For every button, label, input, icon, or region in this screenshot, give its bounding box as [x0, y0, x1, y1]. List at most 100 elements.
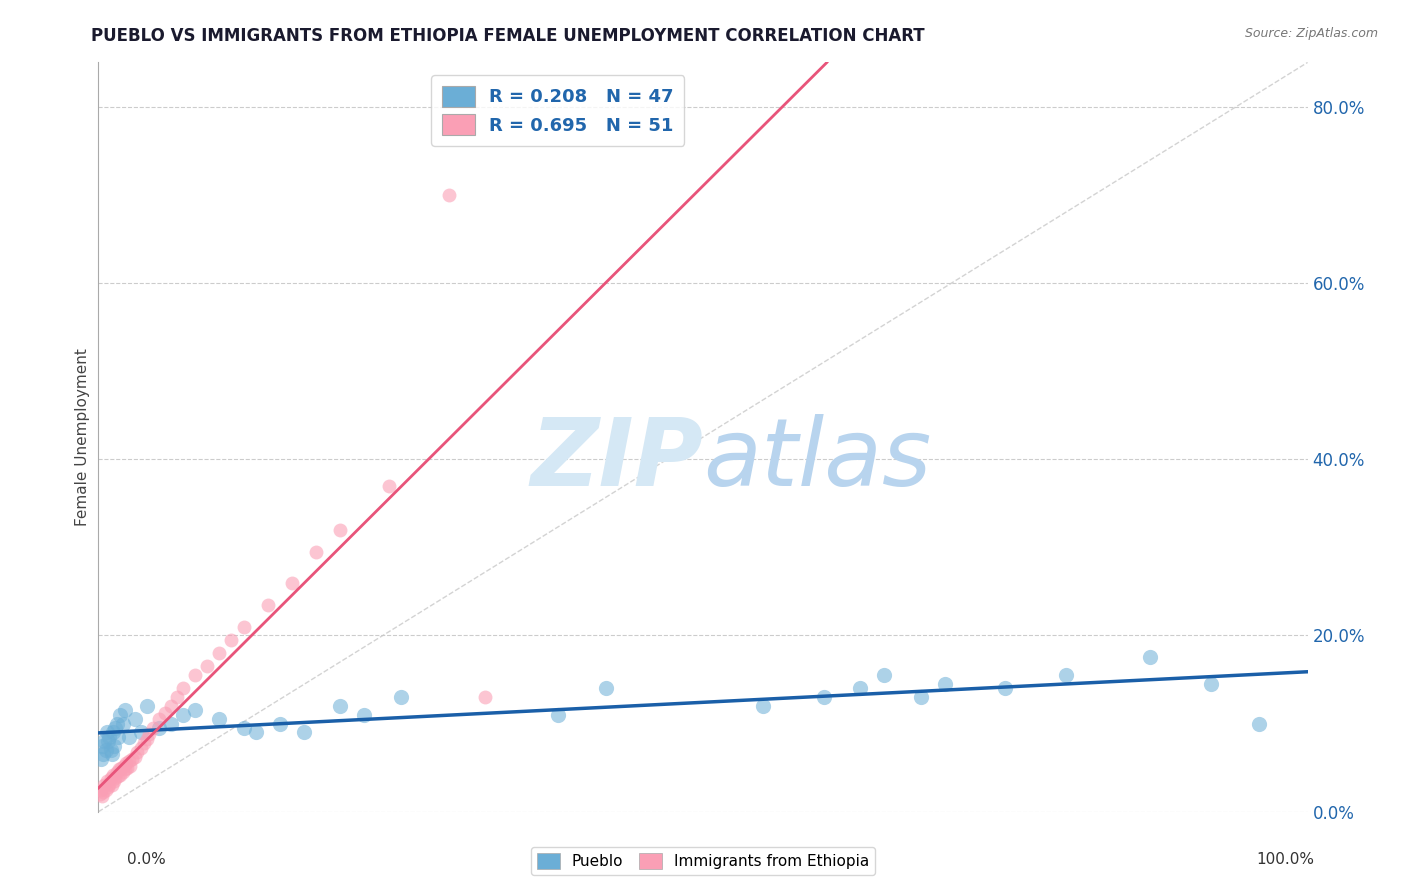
- Point: [98, 730, 121, 744]
- Point: [269, 716, 291, 731]
- Point: [100, 778, 122, 792]
- Point: [329, 523, 352, 537]
- Point: [115, 756, 138, 771]
- Point: [107, 730, 129, 744]
- Point: [208, 712, 231, 726]
- Point: [105, 765, 128, 780]
- Point: [97, 780, 120, 794]
- Point: [108, 767, 131, 781]
- Point: [813, 690, 835, 705]
- Point: [103, 739, 125, 753]
- Point: [91, 785, 114, 799]
- Legend: Pueblo, Immigrants from Ethiopia: Pueblo, Immigrants from Ethiopia: [530, 847, 876, 875]
- Point: [104, 721, 127, 735]
- Point: [114, 763, 136, 777]
- Point: [153, 706, 176, 720]
- Point: [114, 703, 136, 717]
- Point: [112, 759, 135, 773]
- Point: [89, 787, 111, 801]
- Point: [129, 741, 152, 756]
- Point: [160, 716, 183, 731]
- Point: [195, 659, 218, 673]
- Point: [208, 646, 231, 660]
- Point: [94, 743, 117, 757]
- Text: 100.0%: 100.0%: [1257, 852, 1315, 867]
- Point: [91, 747, 114, 762]
- Point: [934, 677, 956, 691]
- Point: [129, 725, 152, 739]
- Point: [1054, 668, 1077, 682]
- Point: [134, 736, 156, 750]
- Point: [101, 725, 124, 739]
- Point: [97, 734, 120, 748]
- Point: [93, 778, 115, 792]
- Point: [118, 730, 141, 744]
- Point: [752, 698, 775, 713]
- Point: [100, 747, 122, 762]
- Point: [118, 754, 141, 768]
- Point: [108, 707, 131, 722]
- Point: [595, 681, 617, 696]
- Point: [256, 598, 278, 612]
- Point: [474, 690, 496, 705]
- Point: [849, 681, 872, 696]
- Point: [437, 187, 460, 202]
- Point: [172, 707, 194, 722]
- Point: [172, 681, 194, 696]
- Point: [1249, 716, 1271, 731]
- Point: [90, 752, 112, 766]
- Point: [389, 690, 412, 705]
- Point: [124, 750, 146, 764]
- Point: [124, 712, 146, 726]
- Point: [135, 698, 157, 713]
- Text: atlas: atlas: [703, 414, 931, 505]
- Text: ZIP: ZIP: [530, 414, 703, 506]
- Point: [184, 668, 207, 682]
- Point: [135, 732, 157, 747]
- Point: [142, 721, 165, 735]
- Point: [245, 725, 267, 739]
- Point: [121, 752, 143, 766]
- Point: [148, 712, 170, 726]
- Point: [111, 716, 134, 731]
- Point: [1199, 677, 1222, 691]
- Point: [107, 769, 129, 783]
- Point: [292, 725, 315, 739]
- Point: [100, 743, 122, 757]
- Point: [90, 782, 112, 797]
- Point: [117, 761, 139, 775]
- Point: [104, 771, 127, 785]
- Text: 0.0%: 0.0%: [127, 852, 166, 867]
- Point: [281, 575, 304, 590]
- Point: [96, 725, 118, 739]
- Point: [118, 759, 141, 773]
- Point: [184, 703, 207, 717]
- Point: [873, 668, 896, 682]
- Point: [98, 776, 121, 790]
- Point: [232, 619, 254, 633]
- Point: [160, 698, 183, 713]
- Y-axis label: Female Unemployment: Female Unemployment: [75, 348, 90, 526]
- Point: [93, 734, 115, 748]
- Text: Source: ZipAtlas.com: Source: ZipAtlas.com: [1244, 27, 1378, 40]
- Point: [110, 761, 132, 775]
- Point: [127, 745, 149, 759]
- Point: [166, 690, 188, 705]
- Text: PUEBLO VS IMMIGRANTS FROM ETHIOPIA FEMALE UNEMPLOYMENT CORRELATION CHART: PUEBLO VS IMMIGRANTS FROM ETHIOPIA FEMAL…: [91, 27, 925, 45]
- Point: [138, 727, 160, 741]
- Legend: R = 0.208   N = 47, R = 0.695   N = 51: R = 0.208 N = 47, R = 0.695 N = 51: [432, 75, 685, 145]
- Point: [105, 716, 128, 731]
- Point: [1139, 650, 1161, 665]
- Point: [232, 721, 254, 735]
- Point: [100, 771, 122, 785]
- Point: [329, 698, 352, 713]
- Point: [103, 773, 125, 788]
- Point: [994, 681, 1017, 696]
- Point: [305, 544, 328, 558]
- Point: [111, 765, 134, 780]
- Point: [94, 782, 117, 797]
- Point: [221, 632, 243, 647]
- Point: [91, 739, 114, 753]
- Point: [353, 707, 375, 722]
- Point: [96, 773, 118, 788]
